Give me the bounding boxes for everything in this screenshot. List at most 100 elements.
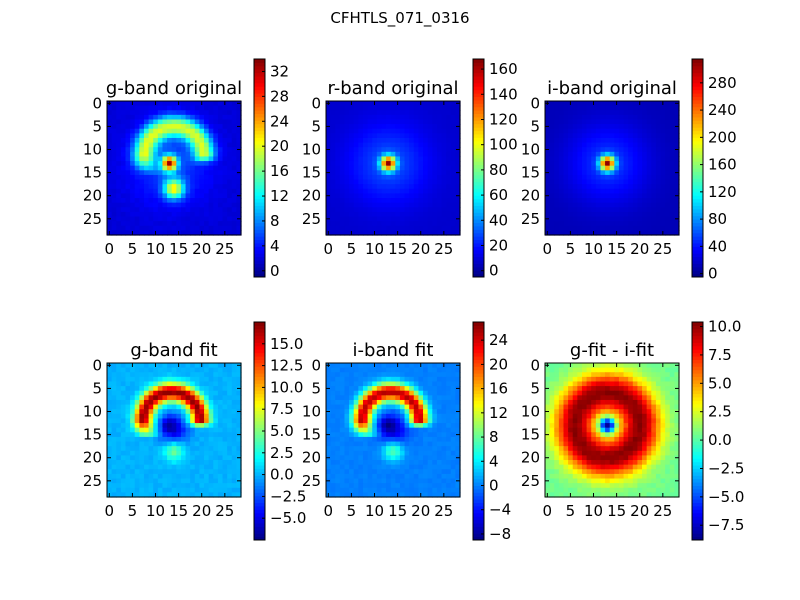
colorbar-segment — [473, 536, 484, 541]
heatmap-cell — [395, 483, 401, 489]
heatmap-cell — [372, 216, 378, 222]
heatmap-cell — [404, 179, 410, 185]
heatmap-cell — [614, 174, 620, 181]
heatmap-cell — [153, 418, 159, 424]
heatmap-cell — [446, 188, 452, 195]
heatmap-cell — [367, 230, 373, 236]
heatmap-cell — [367, 101, 373, 107]
heatmap-cell — [404, 119, 410, 125]
heatmap-cell — [413, 367, 420, 373]
heatmap-cell — [669, 124, 675, 130]
heatmap-cell — [143, 105, 150, 111]
heatmap-cell — [362, 221, 369, 227]
heatmap-cell — [339, 418, 346, 424]
heatmap-cell — [376, 216, 383, 222]
colorbar-tick-label: 10.0 — [270, 378, 303, 396]
heatmap-cell — [399, 124, 406, 130]
heatmap-cell — [637, 386, 643, 392]
heatmap-cell — [427, 161, 433, 167]
heatmap-cell — [120, 128, 127, 134]
heatmap-cell — [120, 473, 127, 480]
heatmap-cell — [208, 423, 214, 429]
heatmap-cell — [427, 105, 433, 111]
heatmap-cell — [349, 399, 355, 406]
heatmap-cell — [450, 372, 456, 378]
heatmap-cell — [376, 483, 383, 489]
heatmap-cell — [171, 455, 177, 461]
heatmap-cell — [418, 128, 424, 134]
heatmap-cell — [194, 174, 201, 181]
heatmap-cell — [669, 367, 675, 373]
heatmap-cell — [660, 193, 666, 199]
heatmap-cell — [143, 386, 150, 392]
heatmap-cell — [227, 105, 233, 111]
heatmap-cell — [236, 133, 242, 139]
heatmap-cell — [143, 446, 150, 452]
heatmap-cell — [427, 156, 433, 162]
heatmap-cell — [208, 413, 214, 420]
heatmap-cell — [413, 386, 420, 392]
heatmap-cell — [139, 161, 145, 167]
axes-frame — [106, 362, 242, 498]
heatmap-cell — [399, 225, 406, 231]
heatmap-cell — [349, 446, 355, 452]
heatmap-cell — [614, 216, 620, 222]
heatmap-cell — [130, 225, 136, 231]
colorbar-segment — [254, 427, 265, 432]
heatmap-cell — [194, 225, 201, 231]
heatmap-cell — [139, 455, 145, 461]
heatmap-cell — [204, 137, 210, 144]
heatmap-cell — [409, 225, 415, 231]
heatmap-cell — [455, 105, 461, 111]
heatmap-cell — [455, 207, 461, 213]
heatmap-cell — [111, 101, 117, 107]
heatmap-cell — [395, 170, 401, 176]
heatmap-cell — [353, 211, 359, 218]
heatmap-cell — [554, 221, 560, 227]
heatmap-cell — [217, 418, 224, 424]
heatmap-cell — [423, 432, 429, 438]
heatmap-cell — [441, 423, 447, 429]
heatmap-cell — [199, 147, 205, 153]
heatmap-cell — [353, 174, 359, 181]
heatmap-cell — [395, 179, 401, 185]
heatmap-cell — [674, 119, 680, 125]
heatmap-cell — [213, 473, 219, 480]
heatmap-cell — [227, 395, 233, 401]
heatmap-cell — [180, 367, 187, 373]
heatmap-cell — [171, 386, 177, 392]
heatmap-cell — [423, 119, 429, 125]
heatmap-cell — [148, 455, 154, 461]
heatmap-cell — [404, 230, 410, 236]
heatmap-cell — [450, 450, 456, 457]
heatmap-cell — [609, 101, 615, 107]
heatmap-cell — [450, 184, 456, 190]
heatmap-cell — [213, 464, 219, 470]
heatmap-cell — [591, 225, 597, 231]
heatmap-cell — [335, 142, 341, 148]
heatmap-cell — [395, 207, 401, 213]
y-tick-label: 5 — [530, 117, 540, 135]
heatmap-cell — [660, 156, 666, 162]
heatmap-cell — [217, 225, 224, 231]
heatmap-cell — [180, 198, 187, 204]
heatmap-cell — [339, 436, 346, 443]
heatmap-cell — [120, 221, 127, 227]
heatmap-cell — [330, 156, 336, 162]
heatmap-cell — [669, 133, 675, 139]
heatmap-cell — [600, 137, 606, 144]
heatmap-cell — [167, 483, 173, 489]
heatmap-cell — [190, 450, 196, 457]
heatmap-cell — [125, 225, 131, 231]
heatmap-cell — [208, 487, 214, 493]
colorbar-segment — [473, 342, 484, 347]
heatmap-cell — [665, 193, 671, 199]
heatmap-cell — [353, 395, 359, 401]
heatmap-cell — [655, 174, 662, 181]
colorbar-segment — [473, 65, 484, 70]
heatmap-cell — [204, 441, 210, 447]
heatmap-cell — [595, 142, 602, 148]
heatmap-cell — [208, 409, 214, 415]
heatmap-cell — [581, 128, 588, 134]
heatmap-cell — [413, 198, 420, 204]
